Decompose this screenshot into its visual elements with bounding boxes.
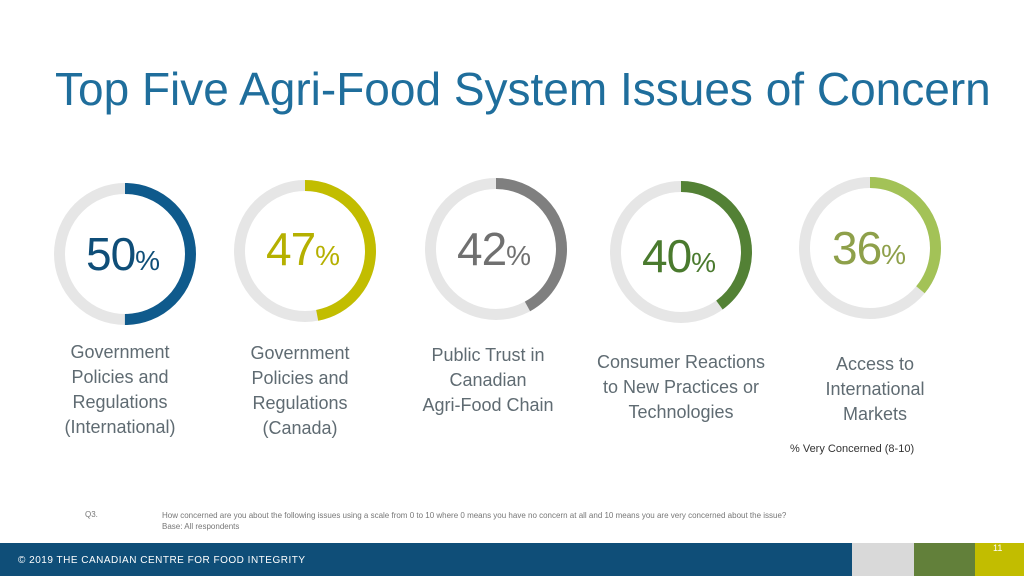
donut-arc [54,183,196,325]
donut-svg [234,180,376,322]
question-block: How concerned are you about the followin… [162,510,786,532]
donut-label: Access to International Markets [825,354,925,424]
percent-value: 42% [457,226,531,272]
footer-grey-block [852,543,914,576]
donut-public-trust: 42% [425,178,567,320]
base-text: Base: All respondents [162,522,240,531]
donut-label: Consumer Reactions to New Practices or T… [596,352,766,422]
percent-value: 40% [642,233,716,279]
percent-sign: % [315,240,341,271]
percent-number: 42 [457,223,507,275]
percent-value: 36% [832,225,906,271]
percent-sign: % [506,240,532,271]
percent-number: 50 [86,228,136,280]
donut-government-international: 50% [54,183,196,325]
footer-green-block [914,543,975,576]
percent-sign: % [691,247,717,278]
donut-government-canada: 47% [234,180,376,322]
donut-arc [234,180,376,322]
percent-number: 36 [832,222,882,274]
donut-arc [425,178,567,320]
legend-note: % Very Concerned (8-10) [790,443,915,455]
percent-number: 47 [266,223,316,275]
donut-svg [799,177,941,319]
donut-svg [610,181,752,323]
footer-blue-block [0,543,852,576]
donut-arc [799,177,941,319]
footer-bar: © 2019 THE CANADIAN CENTRE FOR FOOD INTE… [0,543,1024,576]
donut-label: Government Policies and Regulations (Can… [250,343,350,438]
donut-svg [425,178,567,320]
footer-yellow-block [975,543,1024,576]
question-number: Q3. [85,510,98,519]
percent-number: 40 [642,230,692,282]
page-number: 11 [993,543,1003,553]
percent-sign: % [135,245,161,276]
percent-sign: % [881,239,907,270]
donut-label: Public Trust in Canadian Agri-Food Chain [422,345,554,415]
donut-label: Government Policies and Regulations (Int… [64,342,176,437]
percent-value: 47% [266,226,340,272]
slide-title: Top Five Agri-Food System Issues of Conc… [55,63,991,115]
percent-value: 50% [86,231,160,277]
donut-consumer-reactions: 40% [610,181,752,323]
footer-copyright: © 2019 THE CANADIAN CENTRE FOR FOOD INTE… [18,555,306,566]
donut-arc [610,181,752,323]
donut-international-markets: 36% [799,177,941,319]
question-text: How concerned are you about the followin… [162,511,787,520]
donut-svg [54,183,196,325]
